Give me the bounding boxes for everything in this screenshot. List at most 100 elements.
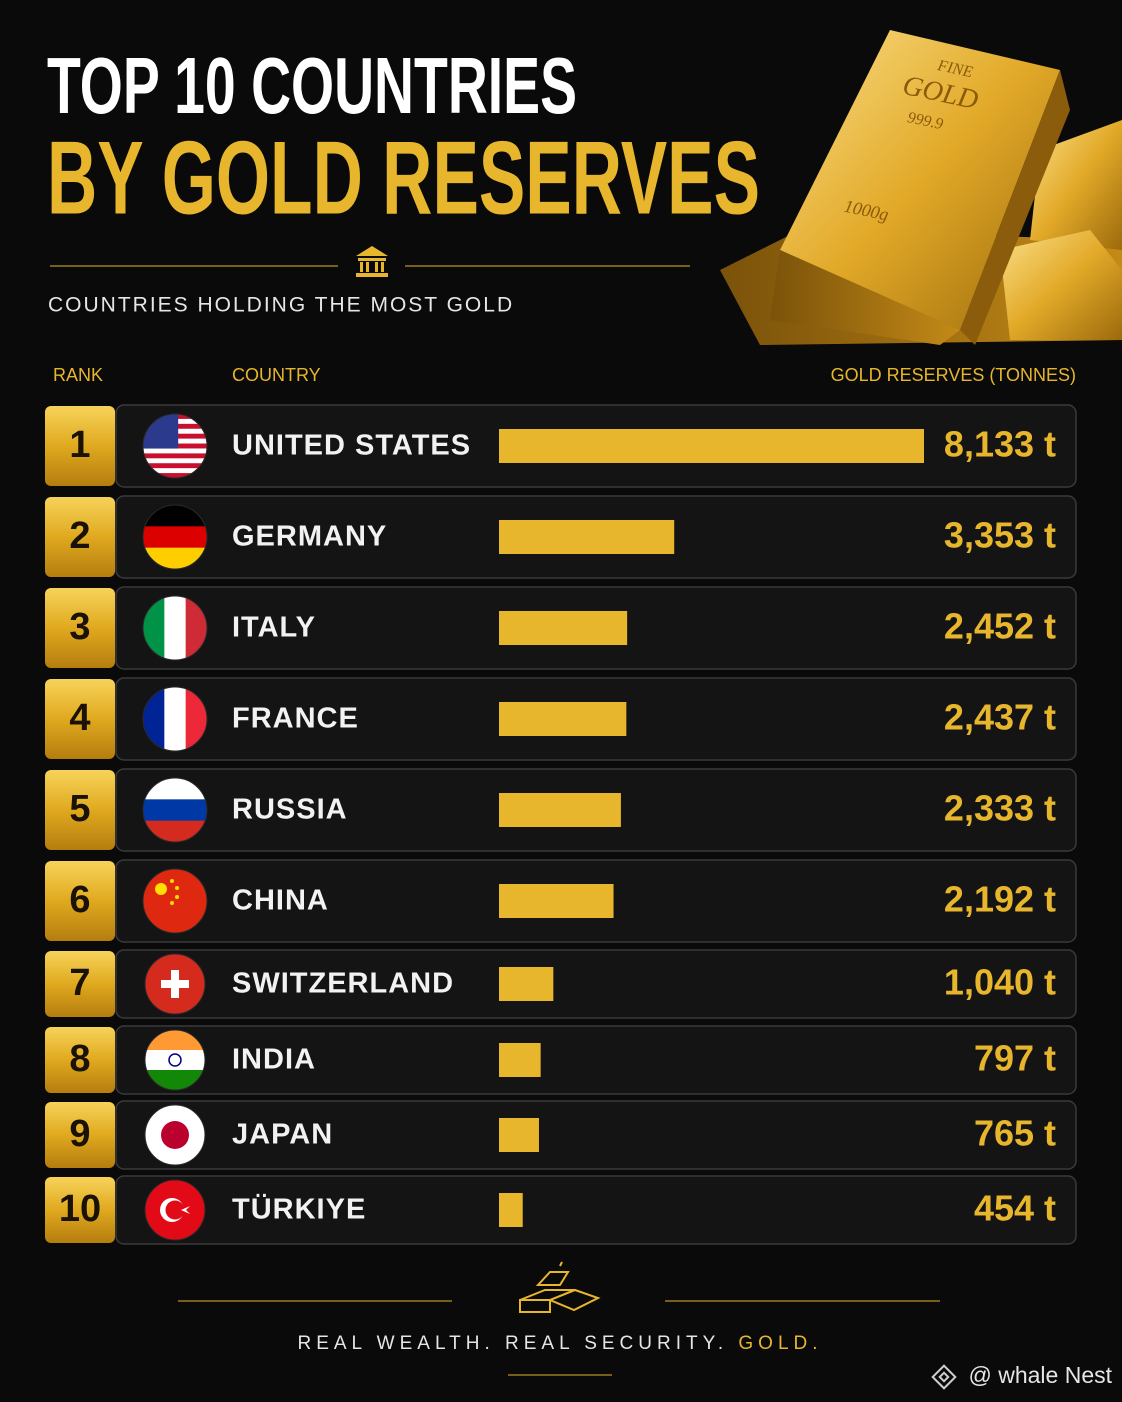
- rank: 6: [69, 879, 90, 921]
- flag: [145, 1180, 205, 1240]
- flag-part: [143, 687, 165, 751]
- ingot-top: [780, 30, 1060, 330]
- country-name: TÜRKIYE: [232, 1193, 366, 1226]
- flag-part: [170, 879, 174, 883]
- value-label: 2,192 t: [944, 879, 1056, 920]
- flag: [145, 1030, 205, 1090]
- column-header: GOLD RESERVES (TONNES): [831, 365, 1076, 385]
- ingot: [1030, 120, 1122, 250]
- ingot: [1000, 230, 1122, 340]
- flag-part: [143, 526, 207, 549]
- flag-part: [185, 687, 207, 751]
- bar: [499, 1118, 539, 1152]
- flag-part: [165, 1200, 185, 1220]
- bank-icon: [356, 246, 388, 277]
- subtitle: COUNTRIES HOLDING THE MOST GOLD: [48, 294, 514, 317]
- rows: 1 UNITED STATES 8,133 t 2 GERMANY 3,353 t 3 ITA…: [45, 404, 1077, 1245]
- value-label: 1,040 t: [944, 962, 1056, 1003]
- flag-part: [143, 869, 207, 933]
- flag-part: [143, 463, 207, 469]
- flag: [145, 954, 205, 1014]
- bar: [499, 1043, 541, 1077]
- flag-part: [175, 895, 179, 899]
- flag: [143, 778, 207, 842]
- flag-part: [164, 687, 187, 751]
- flag-part: [143, 505, 207, 527]
- flag: [143, 414, 207, 478]
- flag-ring: [142, 595, 208, 661]
- rank-box: [45, 770, 115, 850]
- flag-part: [143, 799, 207, 822]
- rank: 4: [69, 697, 90, 739]
- country-name: RUSSIA: [232, 794, 348, 826]
- rank: 1: [69, 424, 90, 466]
- footer-text: REAL WEALTH. REAL SECURITY.: [297, 1333, 728, 1354]
- rank-box: [45, 497, 115, 577]
- flag-part: [170, 901, 174, 905]
- gold-bar-image: FINE GOLD 999.9 1000g: [720, 30, 1122, 345]
- title-line: BY GOLD RESERVES: [47, 120, 760, 236]
- bar: [499, 520, 675, 554]
- rank: 7: [69, 962, 90, 1004]
- flag-part: [145, 1030, 205, 1051]
- title-line: TOP 10 COUNTRIES: [47, 41, 577, 130]
- flag-part: [143, 458, 207, 464]
- bar: [499, 611, 628, 645]
- bar: [499, 429, 924, 463]
- flag-part: [143, 778, 207, 800]
- value-label: 2,333 t: [944, 788, 1056, 829]
- bar: [499, 702, 627, 736]
- value-label: 3,353 t: [944, 515, 1056, 556]
- flag-part: [143, 473, 207, 478]
- flag-ring: [142, 504, 208, 570]
- row-panel: [115, 1025, 1077, 1095]
- flag-part: [168, 1053, 182, 1067]
- rank-box: [45, 1177, 115, 1243]
- bar: [499, 967, 554, 1001]
- flag-part: [155, 883, 167, 895]
- rank: 5: [69, 788, 90, 830]
- rank-box: [45, 951, 115, 1017]
- flag-part: [164, 596, 187, 660]
- bar: [499, 1193, 523, 1227]
- country-name: ITALY: [232, 612, 316, 644]
- country-name: CHINA: [232, 885, 329, 917]
- rank: 3: [69, 606, 90, 648]
- rank-box: [45, 1027, 115, 1093]
- rank: 10: [59, 1188, 101, 1230]
- footer: REAL WEALTH. REAL SECURITY. GOLD.: [297, 1333, 822, 1354]
- flag: [143, 505, 207, 569]
- flag-ring: [142, 686, 208, 752]
- country-name: JAPAN: [232, 1119, 333, 1151]
- flag-ring: [144, 1179, 206, 1241]
- country-name: INDIA: [232, 1044, 316, 1076]
- bar: [499, 793, 621, 827]
- flag-part: [143, 547, 207, 569]
- watermark: @ whale Nest: [931, 1362, 1113, 1390]
- rank-box: [45, 861, 115, 941]
- flag-part: [185, 596, 207, 660]
- value-label: 8,133 t: [944, 424, 1056, 465]
- flag-part: [145, 1070, 205, 1090]
- country-name: SWITZERLAND: [232, 968, 454, 1000]
- flag-ring: [142, 777, 208, 843]
- value-label: 2,437 t: [944, 697, 1056, 738]
- value-label: 2,452 t: [944, 606, 1056, 647]
- row-panel: [115, 1100, 1077, 1170]
- bar: [499, 884, 614, 918]
- flag: [143, 687, 207, 751]
- flag-part: [181, 1206, 190, 1214]
- row-panel: [115, 1175, 1077, 1245]
- flag-part: [161, 980, 189, 988]
- flag-part: [145, 1050, 205, 1071]
- flag-part: [143, 468, 207, 474]
- rank: 2: [69, 515, 90, 557]
- ingot-side: [770, 250, 960, 345]
- flag-part: [143, 448, 207, 454]
- column-header: RANK: [53, 365, 103, 385]
- flag-ring: [144, 1029, 206, 1091]
- flag-part: [161, 1121, 189, 1149]
- flag: [143, 596, 207, 660]
- row-panel: [115, 949, 1077, 1019]
